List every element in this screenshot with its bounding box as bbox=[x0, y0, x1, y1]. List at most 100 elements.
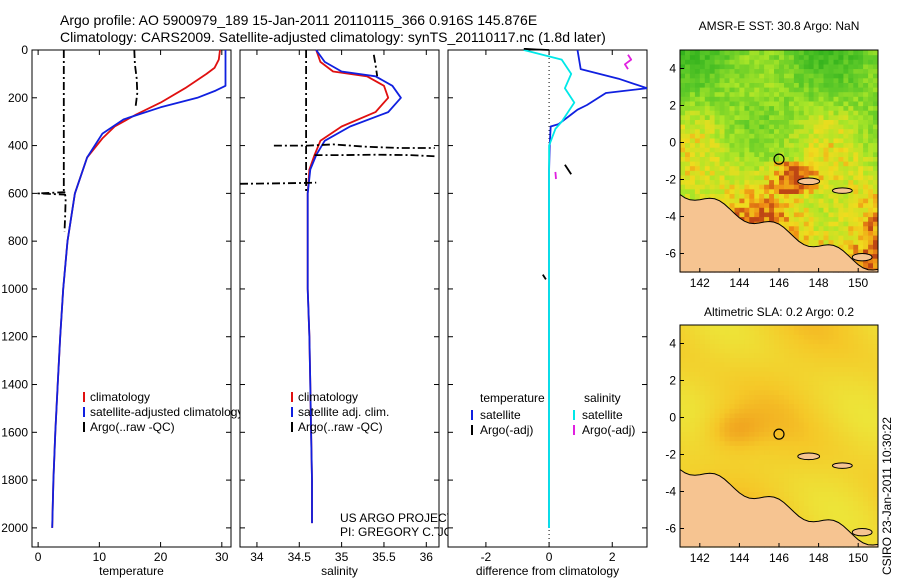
temperature-series-group bbox=[37, 49, 227, 528]
salinity-legend-label: climatology bbox=[298, 390, 358, 404]
sla-map-xtick-label: 148 bbox=[809, 551, 829, 565]
ytick-label: 1600 bbox=[1, 425, 28, 439]
sst-map-xtick-label: 144 bbox=[729, 276, 749, 290]
difference-series-satellite_sal-line bbox=[523, 49, 576, 528]
difference-series-argo_sal_adj-line bbox=[554, 171, 557, 180]
difference-series-argo_sal_adj-line bbox=[624, 54, 633, 70]
sst-map-ytick-label: 0 bbox=[669, 136, 676, 150]
sla-map-xtick-label: 144 bbox=[729, 551, 749, 565]
legend-label: Argo(-adj) bbox=[582, 423, 635, 437]
salinity-legend-label: Argo(..raw -QC) bbox=[298, 420, 383, 434]
sla-map-landmass bbox=[679, 468, 879, 548]
temperature-series-satellite-line bbox=[51, 50, 227, 528]
temperature-xtick-label: 10 bbox=[93, 550, 107, 564]
legend-label: satellite bbox=[582, 408, 623, 422]
difference-frame bbox=[447, 49, 648, 548]
ytick-label: 600 bbox=[8, 186, 28, 200]
sst-map-title: AMSR-E SST: 30.8 Argo: NaN bbox=[699, 19, 860, 33]
salinity-xtick-label: 35.5 bbox=[372, 550, 396, 564]
sst-map-island bbox=[831, 187, 853, 194]
sla-map-xtick-label: 142 bbox=[690, 551, 710, 565]
sst-map-ytick-label: 2 bbox=[669, 99, 676, 113]
sst-map-island bbox=[851, 253, 873, 262]
difference-series-argo-line bbox=[542, 274, 547, 280]
difference-series-argo-line bbox=[564, 164, 572, 175]
salinity-series-argo-line bbox=[314, 153, 435, 158]
sst-map-float-marker bbox=[773, 153, 785, 165]
project-annotation: US ARGO PROJECT bbox=[340, 511, 455, 525]
legend-label: satellite bbox=[480, 408, 521, 422]
legend-temperature-title: temperature bbox=[480, 391, 545, 405]
difference-xtick-label: 2 bbox=[609, 550, 616, 564]
header-line-2: Climatology: CARS2009. Satellite-adjuste… bbox=[60, 29, 606, 45]
temperature-panel: 0 10 20 30 temperature 0 200 400 600 800 1000 1200 1… bbox=[1, 43, 243, 578]
difference-xtick-label: -2 bbox=[481, 550, 492, 564]
salinity-xtick-label: 35 bbox=[335, 550, 349, 564]
temperature-series-argo-line bbox=[37, 50, 67, 232]
sst-map-ytick-label: -4 bbox=[665, 210, 676, 224]
sla-map-island bbox=[831, 462, 853, 469]
sla-map-ytick-label: -4 bbox=[665, 485, 676, 499]
salinity-panel: 34 34.5 35 35.5 36 salinity climatologysatelli… bbox=[239, 49, 496, 578]
legend-salinity-title: salinity bbox=[584, 391, 621, 405]
temperature-legend-label: Argo(..raw -QC) bbox=[90, 420, 175, 434]
ytick-label: 1000 bbox=[1, 282, 28, 296]
sst-map-island bbox=[797, 177, 821, 186]
sla-map-title: Altimetric SLA: 0.2 Argo: 0.2 bbox=[704, 305, 854, 319]
sla-map: Altimetric SLA: 0.2 Argo: 0.2 142 144 146 14… bbox=[665, 305, 879, 565]
sla-map-ytick-label: -6 bbox=[665, 522, 676, 536]
temperature-xtick-label: 0 bbox=[35, 550, 42, 564]
sla-map-ytick-label: 2 bbox=[669, 374, 676, 388]
temperature-frame bbox=[31, 49, 232, 548]
difference-series-argo-line bbox=[523, 48, 550, 51]
sst-map-ytick-label: 4 bbox=[669, 62, 676, 76]
ytick-label: 200 bbox=[8, 91, 28, 105]
sst-map-xtick-label: 150 bbox=[848, 276, 868, 290]
difference-xlabel: difference from climatology bbox=[476, 564, 619, 578]
sst-map-xtick-label: 146 bbox=[769, 276, 789, 290]
ytick-label: 2000 bbox=[1, 521, 28, 535]
temperature-series-argo-line bbox=[133, 49, 139, 108]
ytick-label: 0 bbox=[21, 43, 28, 57]
sst-map-ytick-label: -2 bbox=[665, 173, 676, 187]
sla-map-ytick-label: 0 bbox=[669, 411, 676, 425]
ytick-label: 1200 bbox=[1, 330, 28, 344]
temperature-legend-label: climatology bbox=[90, 390, 150, 404]
sst-map-xtick-label: 148 bbox=[809, 276, 829, 290]
ytick-label: 400 bbox=[8, 139, 28, 153]
salinity-series-group bbox=[240, 49, 435, 524]
sst-map-ytick-label: -6 bbox=[665, 247, 676, 261]
difference-xtick-label: 0 bbox=[546, 550, 553, 564]
sla-map-ytick-label: -2 bbox=[665, 448, 676, 462]
sla-map-island bbox=[851, 528, 873, 537]
salinity-series-argo-line bbox=[273, 143, 435, 149]
salinity-series-argo-line bbox=[372, 54, 379, 77]
sla-map-float-marker bbox=[773, 428, 785, 440]
ytick-label: 800 bbox=[8, 234, 28, 248]
salinity-xlabel: salinity bbox=[321, 564, 358, 578]
sst-map: AMSR-E SST: 30.8 Argo: NaN 142 144 146 148 15… bbox=[665, 19, 879, 290]
salinity-xtick-label: 34 bbox=[250, 550, 264, 564]
sst-map-landmass bbox=[679, 193, 879, 273]
sst-map-xtick-label: 142 bbox=[690, 276, 710, 290]
sla-map-xtick-label: 150 bbox=[848, 551, 868, 565]
salinity-xtick-label: 34.5 bbox=[288, 550, 312, 564]
sla-map-island bbox=[797, 452, 821, 461]
salinity-frame bbox=[239, 49, 440, 548]
difference-series-group bbox=[523, 48, 647, 528]
legend-label: Argo(-adj) bbox=[480, 423, 533, 437]
salinity-series-argo-line bbox=[240, 181, 317, 185]
salinity-xtick-label: 36 bbox=[420, 550, 434, 564]
temperature-xtick-label: 30 bbox=[215, 550, 229, 564]
sla-map-xtick-label: 146 bbox=[769, 551, 789, 565]
salinity-legend-label: satellite adj. clim. bbox=[298, 405, 389, 419]
ytick-label: 1800 bbox=[1, 473, 28, 487]
temperature-xlabel: temperature bbox=[99, 564, 164, 578]
ytick-label: 1400 bbox=[1, 378, 28, 392]
sla-map-ytick-label: 4 bbox=[669, 337, 676, 351]
temperature-xtick-label: 20 bbox=[154, 550, 168, 564]
temperature-legend-label: satellite-adjusted climatology bbox=[90, 405, 243, 419]
header-line-1: Argo profile: AO 5900979_189 15-Jan-2011… bbox=[60, 12, 538, 28]
